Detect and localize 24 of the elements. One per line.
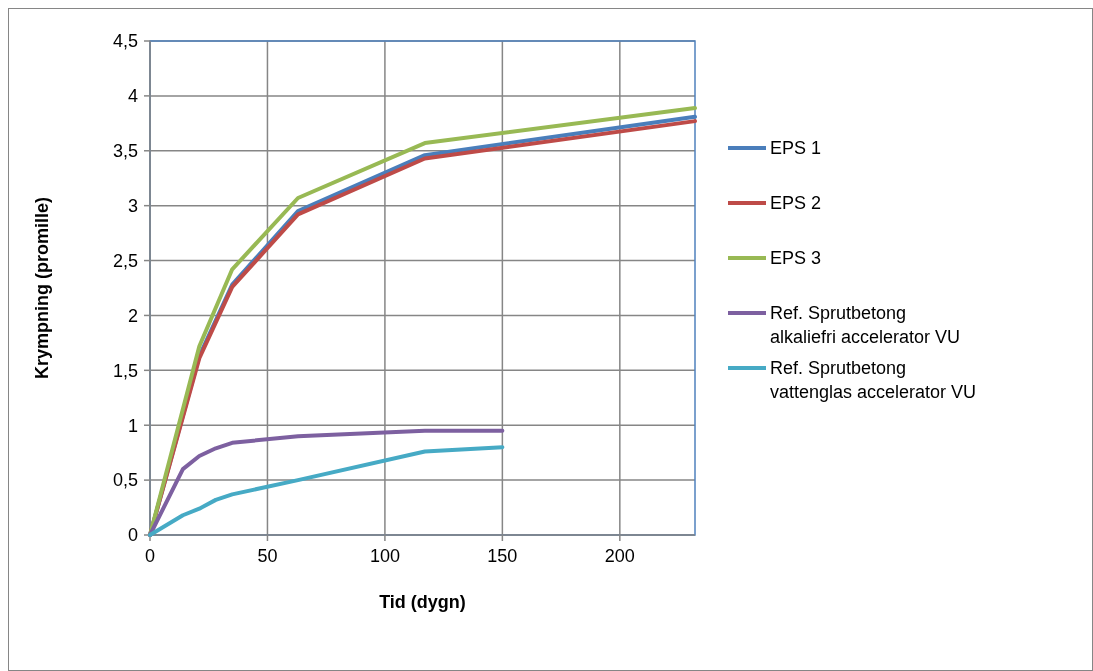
x-axis-title: Tid (dygn) — [379, 592, 466, 612]
x-tick-label: 0 — [144, 546, 156, 566]
legend-label: EPS 1 — [770, 138, 822, 159]
x-tick-label: 150 — [487, 546, 518, 566]
y-tick-label: 0,5 — [112, 470, 138, 491]
legend-label: EPS 3 — [770, 248, 822, 269]
y-tick-label: 3,5 — [112, 141, 138, 162]
y-tick-label: 3 — [127, 195, 138, 216]
x-tick-label: 100 — [369, 546, 400, 566]
y-tick-label: 1,5 — [112, 360, 138, 381]
y-tick-label: 4 — [127, 86, 138, 107]
legend-label: EPS 2 — [770, 193, 822, 214]
y-tick-label: 2,5 — [112, 250, 138, 271]
line-series — [148, 428, 505, 537]
x-tick-label: 200 — [604, 546, 635, 566]
y-tick-label: 0 — [127, 525, 138, 546]
legend-label: Ref. Sprutbetong alkaliefri accelerator VU — [770, 303, 961, 347]
legend-label: Ref. Sprutbetong vattenglas accelerator VU — [770, 358, 977, 402]
y-tick-label: 2 — [127, 305, 138, 326]
x-tick-label: 50 — [257, 546, 278, 566]
y-tick-label: 1 — [127, 415, 138, 436]
line-series — [148, 445, 505, 537]
y-axis-title: Krympning (promille) — [32, 196, 52, 380]
y-tick-label: 4,5 — [112, 31, 138, 52]
